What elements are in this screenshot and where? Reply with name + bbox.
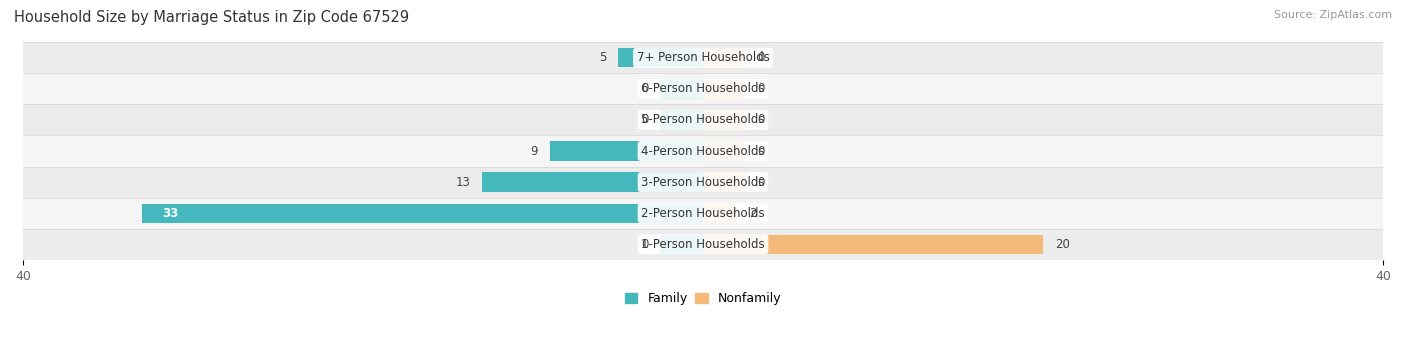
Text: 20: 20 — [1054, 238, 1070, 251]
Bar — [22, 135, 1384, 166]
Text: 9: 9 — [530, 145, 538, 158]
Bar — [22, 73, 1384, 104]
Text: 0: 0 — [758, 145, 765, 158]
Bar — [22, 104, 1384, 135]
Text: 5: 5 — [599, 51, 606, 64]
Bar — [703, 173, 745, 192]
Bar — [550, 142, 703, 161]
Text: 3-Person Households: 3-Person Households — [641, 176, 765, 189]
Text: 0: 0 — [758, 114, 765, 127]
Text: 13: 13 — [456, 176, 470, 189]
Text: Household Size by Marriage Status in Zip Code 67529: Household Size by Marriage Status in Zip… — [14, 10, 409, 25]
Bar — [703, 110, 745, 130]
Bar — [703, 235, 1043, 254]
Text: 0: 0 — [641, 238, 648, 251]
Text: 2-Person Households: 2-Person Households — [641, 207, 765, 220]
Text: Source: ZipAtlas.com: Source: ZipAtlas.com — [1274, 10, 1392, 20]
Bar — [703, 142, 745, 161]
Bar — [703, 204, 737, 223]
Bar — [142, 204, 703, 223]
Text: 0: 0 — [758, 51, 765, 64]
Bar — [22, 198, 1384, 229]
Bar — [661, 235, 703, 254]
Bar — [619, 48, 703, 68]
Bar — [482, 173, 703, 192]
Text: 6-Person Households: 6-Person Households — [641, 83, 765, 95]
Text: 1-Person Households: 1-Person Households — [641, 238, 765, 251]
Text: 2: 2 — [749, 207, 756, 220]
Text: 0: 0 — [758, 83, 765, 95]
Text: 0: 0 — [641, 114, 648, 127]
Bar — [703, 79, 745, 99]
Bar — [22, 42, 1384, 73]
Bar — [22, 229, 1384, 260]
Bar — [22, 166, 1384, 198]
Legend: Family, Nonfamily: Family, Nonfamily — [623, 290, 783, 308]
Text: 5-Person Households: 5-Person Households — [641, 114, 765, 127]
Text: 4-Person Households: 4-Person Households — [641, 145, 765, 158]
Text: 0: 0 — [641, 83, 648, 95]
Bar — [661, 79, 703, 99]
Text: 7+ Person Households: 7+ Person Households — [637, 51, 769, 64]
Text: 0: 0 — [758, 176, 765, 189]
Bar — [661, 110, 703, 130]
Text: 33: 33 — [162, 207, 179, 220]
Bar — [703, 48, 745, 68]
